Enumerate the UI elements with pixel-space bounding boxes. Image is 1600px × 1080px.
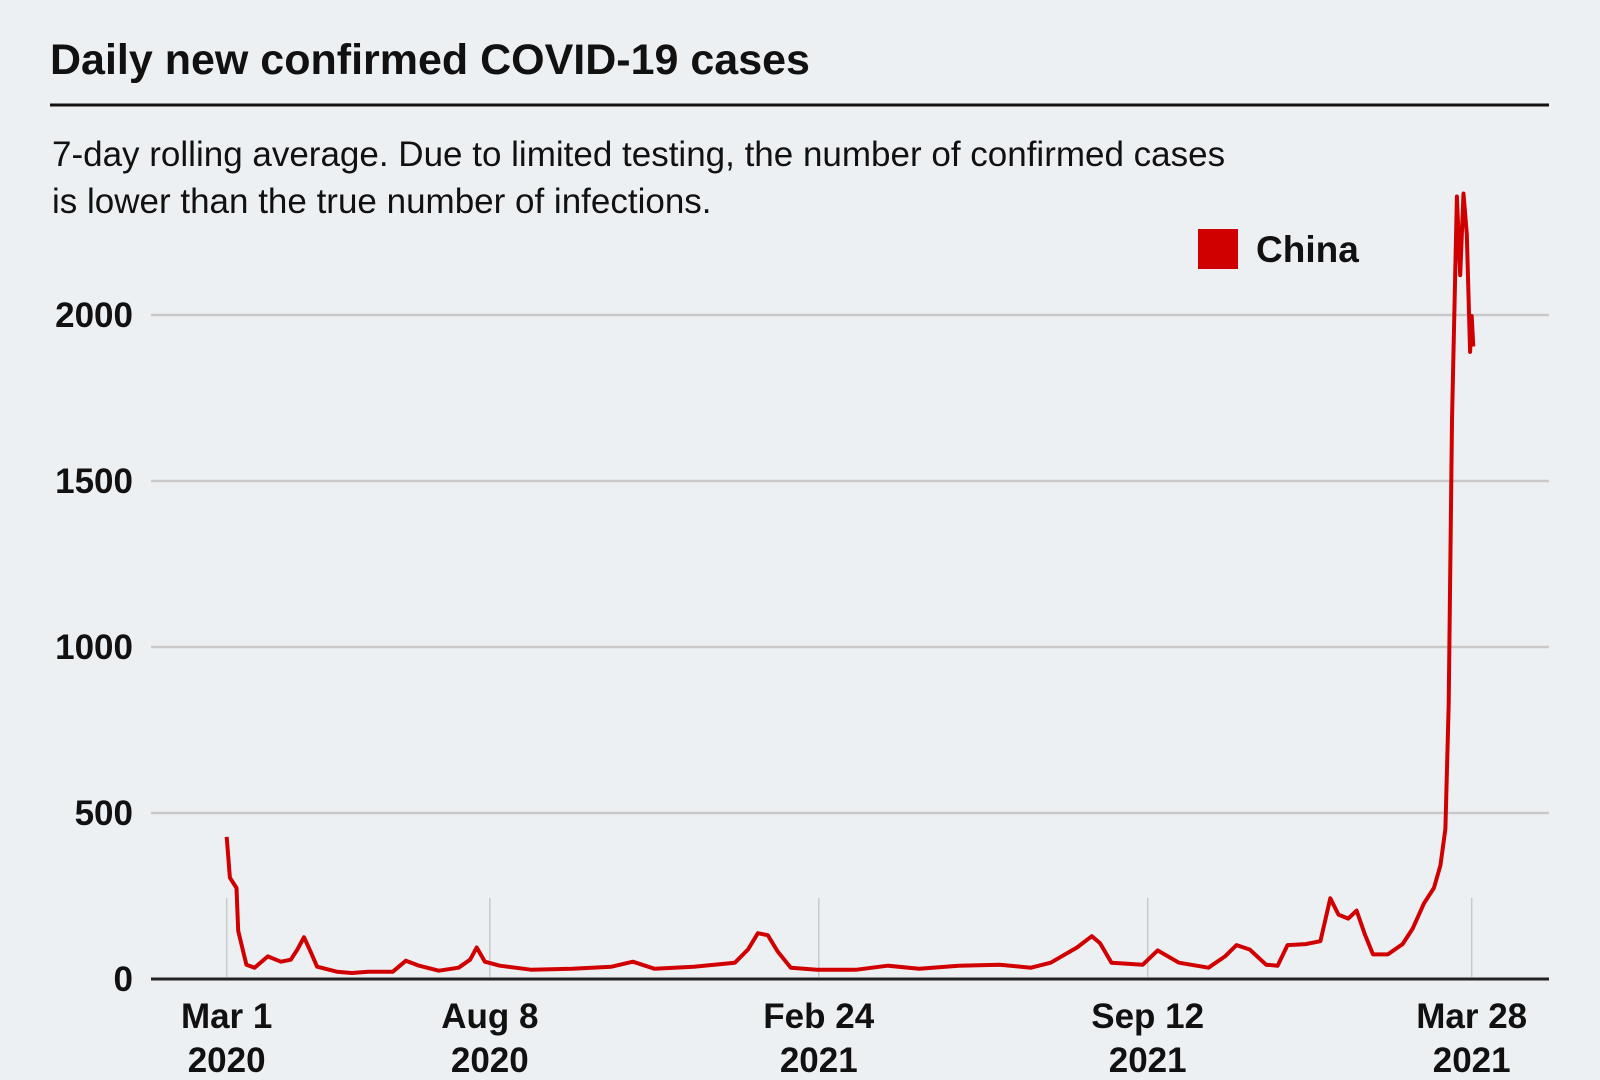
- legend-swatch: [1198, 229, 1238, 269]
- x-tick-label: Feb 24 2021: [763, 997, 874, 1080]
- y-tick-label: 2000: [55, 296, 133, 335]
- subtitle: 7-day rolling average. Due to limited te…: [52, 135, 1225, 174]
- x-tick-label: Mar 1 2020: [181, 997, 272, 1080]
- y-tick-label: 500: [75, 794, 133, 833]
- y-tick-label: 0: [114, 960, 133, 999]
- x-tick-label: Sep 12 2021: [1091, 997, 1204, 1080]
- chart-title: Daily new confirmed COVID-19 cases: [50, 36, 810, 84]
- series-line: [224, 191, 1476, 975]
- x-tick-label: Mar 28 2021: [1416, 997, 1527, 1080]
- subtitle: is lower than the true number of infecti…: [52, 182, 712, 221]
- x-tick-label: Aug 8 2020: [441, 997, 538, 1080]
- legend-label: China: [1256, 229, 1359, 270]
- y-tick-label: 1000: [55, 628, 133, 667]
- y-tick-label: 1500: [55, 462, 133, 501]
